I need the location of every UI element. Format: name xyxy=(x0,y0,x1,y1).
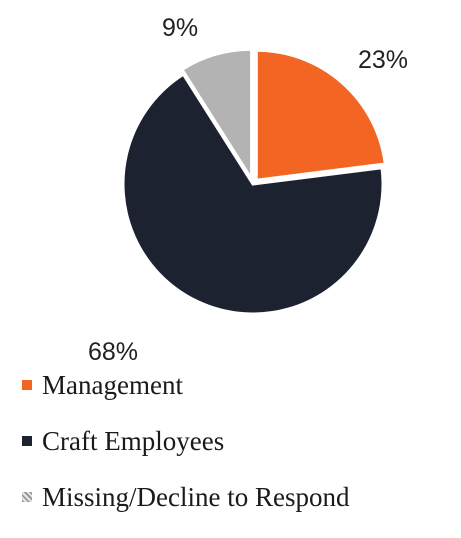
slice-label-missing: 9% xyxy=(162,14,198,42)
percentage-labels: 23% 68% 9% xyxy=(88,14,408,366)
legend-swatch-missing xyxy=(22,492,32,502)
legend-label-missing: Missing/Decline to Respond xyxy=(42,481,350,512)
pie-slice-management xyxy=(254,48,387,182)
legend-item-craft-employees: Craft Employees xyxy=(22,426,452,456)
legend-label-management: Management xyxy=(42,369,183,400)
legend: Management Craft Employees Missing/Decli… xyxy=(22,370,452,538)
slice-label-management: 23% xyxy=(358,46,408,74)
legend-item-management: Management xyxy=(22,370,452,400)
pie-slice-craft-employees xyxy=(121,72,385,316)
legend-swatch-management xyxy=(22,380,32,390)
legend-item-missing: Missing/Decline to Respond xyxy=(22,482,452,512)
slice-label-craft-employees: 68% xyxy=(88,338,138,366)
legend-swatch-craft-employees xyxy=(22,436,32,446)
legend-label-craft-employees: Craft Employees xyxy=(42,425,225,456)
pie-slice-missing xyxy=(179,47,254,185)
pie-slices xyxy=(121,47,387,316)
